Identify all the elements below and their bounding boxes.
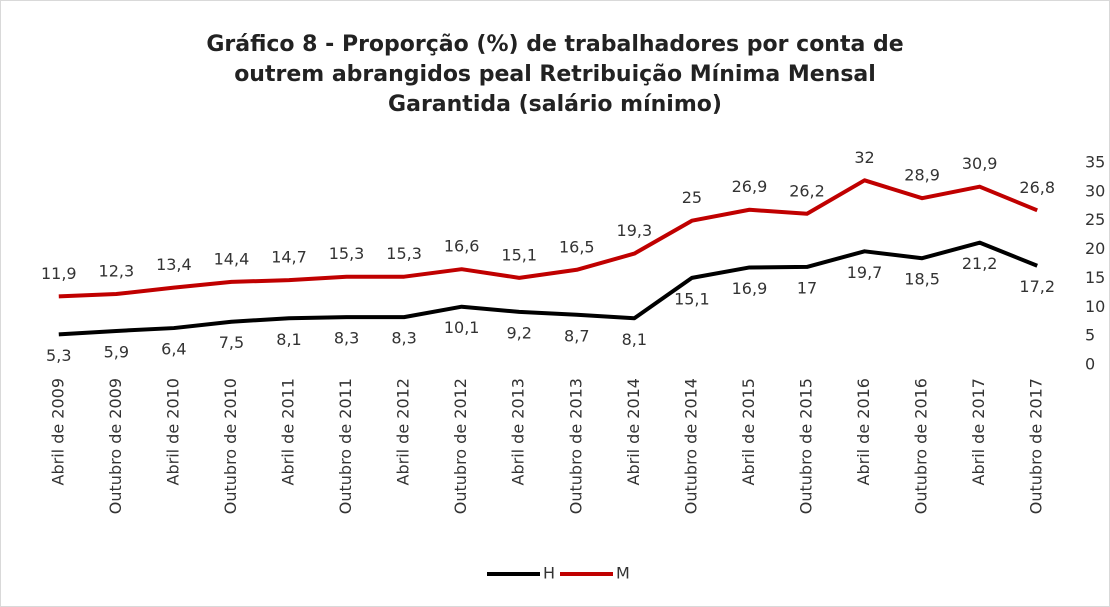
- data-label: 14,4: [214, 249, 250, 268]
- data-label: 16,9: [732, 279, 768, 298]
- data-label: 8,7: [564, 326, 589, 345]
- data-label: 25: [682, 188, 702, 207]
- data-label: 14,7: [271, 248, 307, 267]
- x-tick-label: Outubro de 2014: [681, 378, 700, 514]
- data-label: 16,6: [444, 237, 480, 256]
- data-label: 26,2: [789, 181, 825, 200]
- data-label: 12,3: [99, 262, 135, 281]
- data-label: 8,1: [622, 330, 647, 349]
- x-tick-label: Outubro de 2013: [566, 378, 585, 514]
- x-tick-label: Outubro de 2016: [912, 378, 931, 514]
- data-label: 5,9: [104, 342, 129, 361]
- x-tick-label: Outubro de 2017: [1027, 378, 1046, 514]
- data-label: 17,2: [1019, 277, 1055, 296]
- data-label: 26,9: [732, 177, 768, 196]
- data-label: 32: [854, 148, 874, 167]
- x-tick-label: Outubro de 2011: [336, 378, 355, 514]
- data-label: 8,3: [334, 329, 359, 348]
- x-tick-label: Outubro de 2009: [106, 378, 125, 514]
- series-line: [58, 240, 1038, 337]
- x-tick-label: Abril de 2016: [854, 378, 873, 485]
- x-tick-label: Abril de 2017: [969, 378, 988, 485]
- y-tick-label: 0: [1085, 355, 1095, 374]
- data-label: 18,5: [904, 270, 940, 289]
- data-label: 5,3: [46, 346, 71, 365]
- data-label: 6,4: [161, 340, 186, 359]
- y-tick-label: 35: [1085, 153, 1105, 172]
- x-tick-label: Abril de 2012: [394, 378, 413, 485]
- data-label: 11,9: [41, 264, 77, 283]
- x-tick-label: Abril de 2009: [48, 378, 67, 485]
- data-label: 15,1: [674, 289, 710, 308]
- x-tick-label: Outubro de 2010: [221, 378, 240, 514]
- data-label: 15,3: [329, 244, 365, 263]
- data-label: 26,8: [1019, 178, 1055, 197]
- series-line: [58, 178, 1038, 299]
- data-label: 9,2: [506, 323, 531, 342]
- data-label: 8,3: [391, 329, 416, 348]
- data-label: 19,7: [847, 263, 883, 282]
- y-tick-label: 10: [1085, 297, 1105, 316]
- legend-label: M: [616, 564, 630, 583]
- data-label: 15,3: [386, 244, 422, 263]
- data-label: 17: [797, 278, 817, 297]
- y-tick-label: 20: [1085, 239, 1105, 258]
- y-tick-label: 25: [1085, 210, 1105, 229]
- data-label: 19,3: [617, 221, 653, 240]
- x-tick-label: Abril de 2013: [509, 378, 528, 485]
- x-tick-label: Outubro de 2012: [451, 378, 470, 514]
- data-label: 8,1: [276, 330, 301, 349]
- y-tick-label: 30: [1085, 181, 1105, 200]
- data-label: 10,1: [444, 318, 480, 337]
- y-tick-label: 5: [1085, 326, 1095, 345]
- x-tick-label: Abril de 2014: [624, 378, 643, 485]
- data-label: 28,9: [904, 166, 940, 185]
- x-tick-label: Abril de 2010: [163, 378, 182, 485]
- data-label: 13,4: [156, 255, 192, 274]
- y-tick-label: 15: [1085, 268, 1105, 287]
- data-label: 15,1: [501, 245, 537, 264]
- data-label: 7,5: [219, 333, 244, 352]
- x-tick-label: Abril de 2011: [279, 378, 298, 485]
- x-tick-label: Outubro de 2015: [797, 378, 816, 514]
- chart-title: Gráfico 8 - Proporção (%) de trabalhador…: [206, 32, 904, 117]
- data-label: 16,5: [559, 237, 595, 256]
- data-label: 21,2: [962, 254, 998, 273]
- data-label: 30,9: [962, 154, 998, 173]
- legend-label: H: [543, 564, 555, 583]
- x-tick-label: Abril de 2015: [739, 378, 758, 485]
